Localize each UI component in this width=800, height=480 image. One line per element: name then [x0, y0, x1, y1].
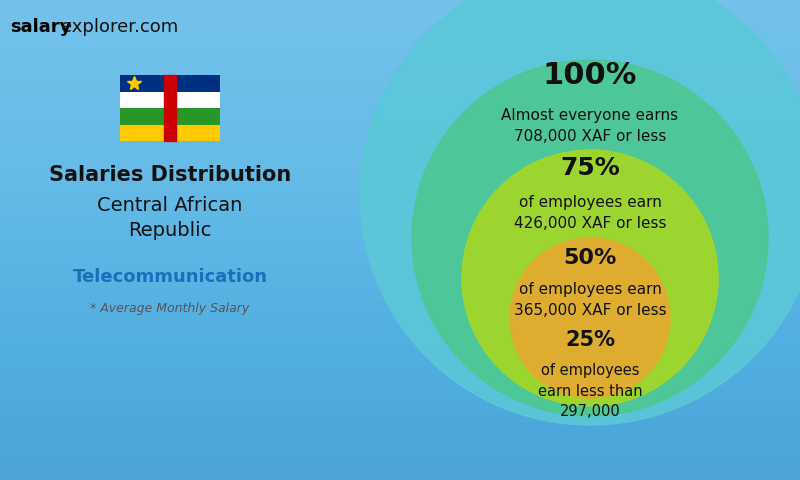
Circle shape: [462, 150, 718, 406]
Bar: [120, 124, 220, 141]
Text: salary: salary: [10, 18, 71, 36]
Text: of employees
earn less than
297,000: of employees earn less than 297,000: [538, 362, 642, 420]
Bar: [120, 75, 220, 92]
Bar: [120, 108, 220, 124]
Text: of employees earn
365,000 XAF or less: of employees earn 365,000 XAF or less: [514, 282, 666, 318]
Text: explorer.com: explorer.com: [61, 18, 178, 36]
Circle shape: [510, 238, 670, 398]
Text: Salaries Distribution: Salaries Distribution: [49, 165, 291, 185]
Text: 25%: 25%: [565, 330, 615, 350]
Text: of employees earn
426,000 XAF or less: of employees earn 426,000 XAF or less: [514, 195, 666, 231]
Text: Almost everyone earns
708,000 XAF or less: Almost everyone earns 708,000 XAF or les…: [502, 108, 678, 144]
Bar: [120, 92, 220, 108]
Text: 100%: 100%: [543, 60, 637, 89]
Circle shape: [360, 0, 800, 425]
Bar: [164, 75, 176, 141]
Text: 75%: 75%: [560, 156, 620, 180]
Text: Central African
Republic: Central African Republic: [98, 196, 242, 240]
Circle shape: [412, 60, 768, 416]
Text: 50%: 50%: [563, 248, 617, 268]
Text: * Average Monthly Salary: * Average Monthly Salary: [90, 302, 250, 315]
Text: Telecommunication: Telecommunication: [73, 268, 267, 286]
